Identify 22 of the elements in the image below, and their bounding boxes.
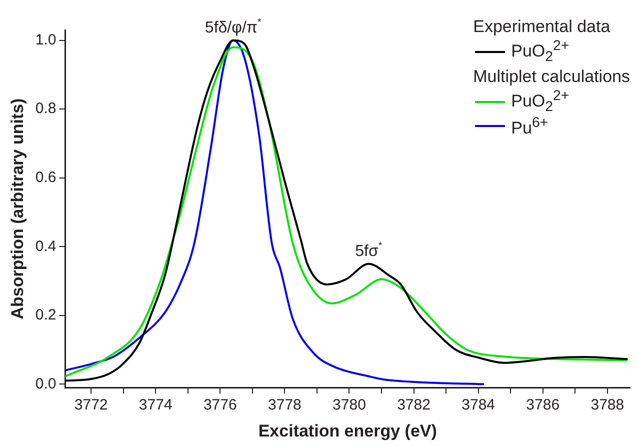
x-tick-label: 3780 xyxy=(332,396,366,414)
x-tick-label: 3774 xyxy=(138,396,172,414)
annotation: 5fσ* xyxy=(355,240,382,260)
annotation: Experimental data xyxy=(473,16,612,38)
y-tick-label: 0.2 xyxy=(35,306,56,324)
y-tick-label: 1.0 xyxy=(35,31,56,48)
legend-label: Pu$^{6+}$ xyxy=(511,115,548,138)
y-axis-title: Absorption (arbitrary units) xyxy=(8,98,27,320)
x-tick-label: 3776 xyxy=(203,396,237,414)
y-tick-label: 0.8 xyxy=(35,100,56,118)
x-axis-title: Excitation energy (eV) xyxy=(258,421,437,440)
x-tick-label: 3778 xyxy=(268,396,302,414)
y-tick-label: 0.4 xyxy=(35,238,56,255)
y-tick-label: 0.6 xyxy=(35,168,56,186)
annotation: Multiplet calculations xyxy=(473,66,630,88)
x-tick-label: 3788 xyxy=(590,396,624,414)
annotation: 5fδ/φ/π* xyxy=(204,17,262,36)
x-tick-label: 3786 xyxy=(526,396,560,414)
x-tick-label: 3782 xyxy=(397,396,430,414)
y-tick-label: 0.0 xyxy=(35,375,56,392)
x-tick-label: 3772 xyxy=(74,396,108,414)
x-tick-label: 3784 xyxy=(462,396,496,414)
